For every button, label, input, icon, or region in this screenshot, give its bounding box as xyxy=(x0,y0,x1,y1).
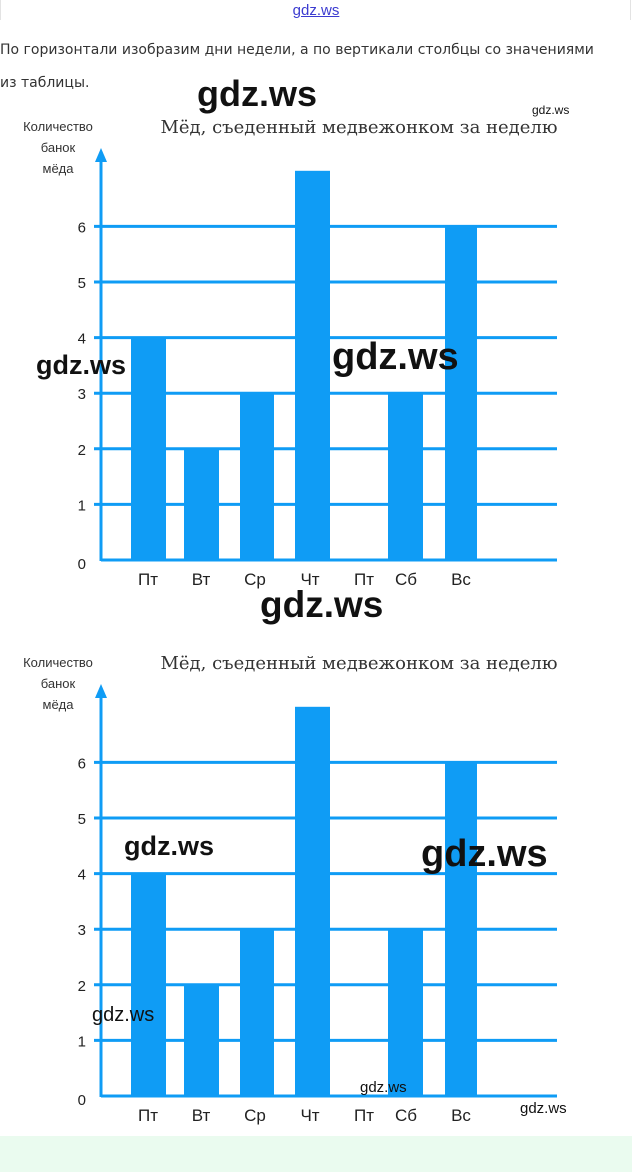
chart-title: Мёд, съеденный медвежонком за неделю xyxy=(160,653,557,674)
y-axis-arrow xyxy=(95,684,107,698)
y-axis-arrow xyxy=(95,148,107,162)
x-tick-label: Вс xyxy=(451,570,471,589)
x-tick-label: Чт xyxy=(300,570,319,589)
bar-2 xyxy=(240,393,274,560)
y-tick-label: 6 xyxy=(78,755,86,772)
x-tick-label: Сб xyxy=(395,570,417,589)
bar-6 xyxy=(445,226,477,560)
y-tick-label: 2 xyxy=(78,978,86,995)
y-tick-label: 5 xyxy=(78,811,86,828)
bar-6 xyxy=(445,762,477,1096)
y-tick-label: 5 xyxy=(78,275,86,292)
right-frame-edge xyxy=(630,0,631,20)
y-axis-label: Количество xyxy=(23,655,93,670)
x-tick-label: Сб xyxy=(395,1106,417,1125)
watermark: gdz.ws xyxy=(197,73,318,114)
y-axis-label: банок xyxy=(41,140,76,155)
watermark: gdz.ws xyxy=(520,1100,567,1117)
watermark: gdz.ws xyxy=(36,350,127,380)
x-tick-label: Вт xyxy=(192,570,211,589)
watermark: gdz.ws xyxy=(360,1079,407,1096)
x-tick-label: Вт xyxy=(192,1106,211,1125)
watermark: gdz.ws xyxy=(92,1004,155,1026)
bar-5 xyxy=(388,929,423,1096)
y-axis-label: Количество xyxy=(23,119,93,134)
honey-chart-2: Мёд, съеденный медвежонком за неделю Коли… xyxy=(23,653,557,1125)
bar-0 xyxy=(131,337,166,560)
watermark: gdz.ws xyxy=(260,584,384,625)
bottom-band xyxy=(0,1136,632,1172)
y-axis-label: банок xyxy=(41,676,76,691)
left-frame-edge xyxy=(0,0,1,20)
y-tick-label: 0 xyxy=(78,556,86,573)
x-tick-label: Ср xyxy=(244,570,266,589)
y-tick-label: 3 xyxy=(78,922,86,939)
y-axis-label: мёда xyxy=(43,161,75,176)
x-tick-label: Чт xyxy=(300,1106,319,1125)
bar-3 xyxy=(295,706,330,1096)
honey-chart-1: Мёд, съеденный медвежонком за неделю Коли… xyxy=(23,117,557,589)
y-tick-label: 4 xyxy=(78,867,86,884)
bar-0 xyxy=(131,873,166,1096)
site-link[interactable]: gdz.ws xyxy=(292,2,340,19)
y-tick-label: 6 xyxy=(78,219,86,236)
y-tick-label: 2 xyxy=(78,442,86,459)
bar-5 xyxy=(388,393,423,560)
chart-title: Мёд, съеденный медвежонком за неделю xyxy=(160,117,557,138)
watermark: gdz.ws xyxy=(421,833,548,875)
x-tick-label: Пт xyxy=(138,570,158,589)
x-tick-label: Пт xyxy=(354,570,374,589)
watermark: gdz.ws xyxy=(332,336,459,378)
x-tick-label: Ср xyxy=(244,1106,266,1125)
watermark: gdz.ws xyxy=(532,103,570,117)
bar-2 xyxy=(240,929,274,1096)
x-tick-label: Пт xyxy=(354,1106,374,1125)
intro-paragraph: По горизонтали изобразим дни недели, а п… xyxy=(0,42,594,91)
bar-1 xyxy=(184,448,219,560)
bar-3 xyxy=(295,170,330,561)
x-tick-label: Вс xyxy=(451,1106,471,1125)
y-tick-label: 4 xyxy=(78,331,86,348)
y-axis-label: мёда xyxy=(43,697,75,712)
watermark: gdz.ws xyxy=(124,831,215,861)
x-tick-label: Пт xyxy=(138,1106,158,1125)
y-tick-label: 1 xyxy=(78,497,86,514)
y-tick-label: 3 xyxy=(78,386,86,403)
y-tick-label: 0 xyxy=(78,1092,86,1109)
bar-1 xyxy=(184,984,219,1096)
y-tick-label: 1 xyxy=(78,1033,86,1050)
